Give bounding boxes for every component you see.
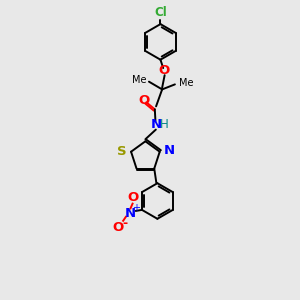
Text: S: S: [117, 145, 127, 158]
Text: N: N: [125, 206, 136, 220]
Text: O: O: [112, 220, 124, 234]
Text: Cl: Cl: [154, 6, 167, 19]
Text: N: N: [150, 118, 161, 131]
Text: N: N: [164, 144, 175, 157]
Text: O: O: [138, 94, 150, 107]
Text: Me: Me: [132, 75, 146, 85]
Text: H: H: [160, 118, 169, 131]
Text: O: O: [127, 191, 138, 204]
Text: Me: Me: [179, 78, 194, 88]
Text: +: +: [132, 203, 140, 213]
Text: O: O: [159, 64, 170, 77]
Text: -: -: [123, 217, 128, 230]
